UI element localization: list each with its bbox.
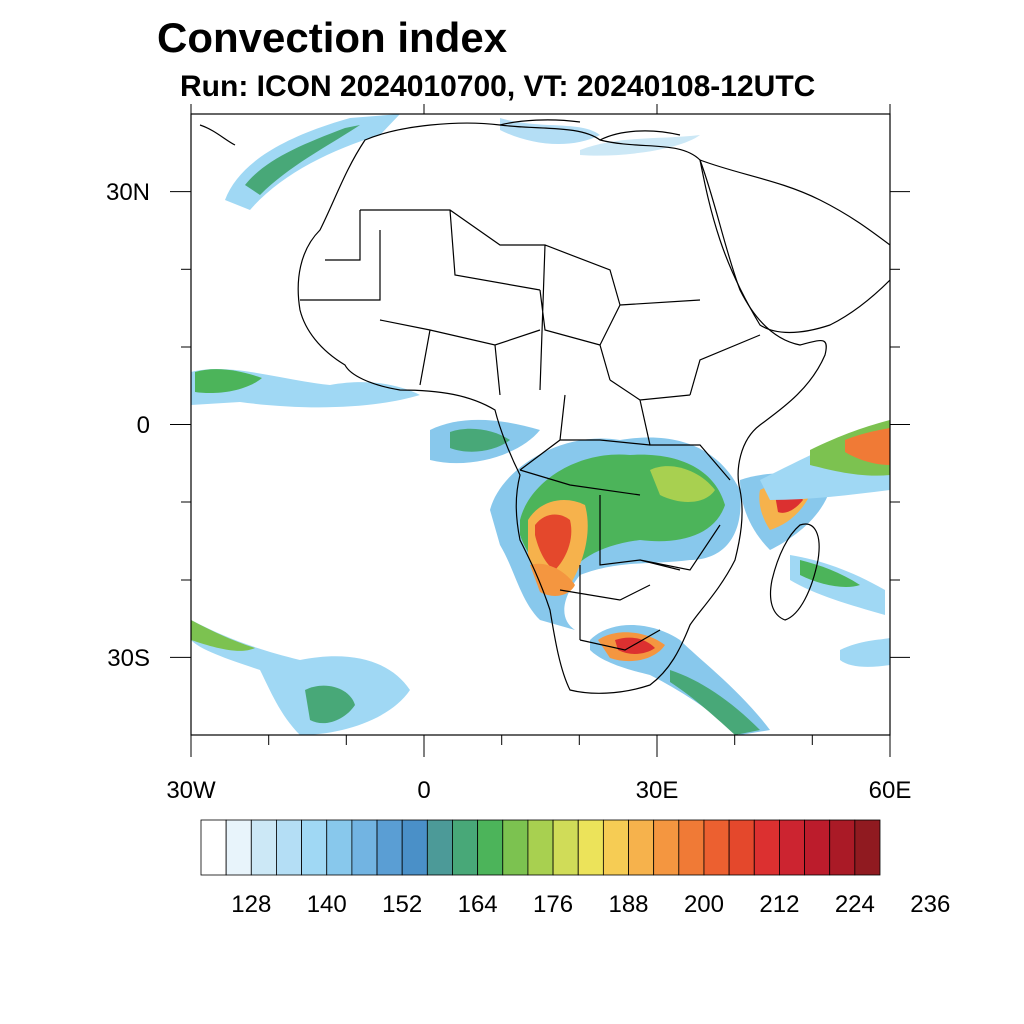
colorbar-swatch xyxy=(200,819,227,876)
colorbar-swatch xyxy=(326,819,353,876)
colorbar-swatch xyxy=(829,819,856,876)
madagascar-coast xyxy=(769,523,820,621)
map-title: Convection index xyxy=(157,14,508,61)
colorbar-swatch xyxy=(250,819,277,876)
internal-borders xyxy=(300,209,761,651)
coastlines-and-borders xyxy=(199,119,890,694)
colorbar-swatch xyxy=(276,819,302,876)
colorbar-swatch xyxy=(653,819,680,876)
colorbar-tick-label: 140 xyxy=(307,891,347,918)
colorbar-tick-label: 236 xyxy=(910,891,950,918)
convection-peak-angola xyxy=(535,514,572,570)
lon-label-30w: 30W xyxy=(166,777,216,804)
convection-intense-zambia xyxy=(650,466,715,502)
lat-label-30s: 30S xyxy=(107,645,150,672)
convection-core-north-atlantic xyxy=(245,125,360,195)
map-ticks xyxy=(170,104,910,757)
colorbar-swatch xyxy=(477,819,504,876)
colorbar-swatch xyxy=(426,819,453,876)
colorbar-swatch xyxy=(301,819,328,876)
colorbar-swatch xyxy=(401,819,428,876)
map-subtitle: Run: ICON 2024010700, VT: 20240108-12UTC xyxy=(180,70,816,103)
colorbar-swatch xyxy=(628,819,655,876)
arabian-peninsula-coast xyxy=(699,159,890,334)
colorbar-swatch xyxy=(779,819,805,876)
convection-streak-south-atlantic xyxy=(191,620,255,651)
colorbar-swatch xyxy=(728,819,755,876)
colorbar-swatch xyxy=(854,819,881,876)
colorbar-tick-label: 164 xyxy=(458,891,498,918)
convection-area-east-south xyxy=(840,638,890,667)
colorbar-swatch xyxy=(678,819,705,876)
lon-label-30e: 30E xyxy=(636,777,679,804)
convection-area-med xyxy=(500,118,600,145)
convection-core-indian-ocean-south xyxy=(800,560,860,587)
colorbar-swatch xyxy=(452,819,479,876)
colorbar-tick-label: 212 xyxy=(759,891,799,918)
colorbar-tick-label: 128 xyxy=(231,891,271,918)
colorbar-swatch xyxy=(376,819,403,876)
mediterranean-coast xyxy=(199,119,681,146)
lon-label-0: 0 xyxy=(417,777,430,804)
colorbar-swatch xyxy=(577,819,604,876)
colorbar-swatch xyxy=(753,819,780,876)
colorbar-swatch xyxy=(225,819,252,876)
colorbar-swatch xyxy=(527,819,554,876)
colorbar-tick-label: 152 xyxy=(382,891,422,918)
colorbar-swatch xyxy=(703,819,730,876)
colorbar-swatch xyxy=(602,819,629,876)
colorbar-swatch xyxy=(552,819,579,876)
convection-streak-south-east xyxy=(670,670,760,735)
colorbar-tick-label: 188 xyxy=(608,891,648,918)
lat-label-0: 0 xyxy=(137,412,150,439)
colorbar-tick-label: 200 xyxy=(684,891,724,918)
convection-peak-indian-ocean-north xyxy=(845,428,890,465)
convection-core-south-atlantic xyxy=(305,685,355,724)
colorbar-swatch xyxy=(351,819,378,876)
colorbar: 128 140 152 164 176 188 200 212 224 236 xyxy=(200,819,950,918)
convection-field xyxy=(191,114,890,735)
map-frame xyxy=(190,113,891,736)
colorbar-swatch xyxy=(502,819,529,876)
convection-area-north-atlantic xyxy=(225,114,400,210)
colorbar-tick-label: 224 xyxy=(835,891,875,918)
lon-label-60e: 60E xyxy=(869,777,912,804)
colorbar-tick-label: 176 xyxy=(533,891,573,918)
convection-core-gulf-of-guinea xyxy=(450,428,510,452)
convection-core-equatorial-atlantic xyxy=(195,369,262,394)
lat-label-30n: 30N xyxy=(106,179,150,206)
colorbar-swatch xyxy=(804,819,831,876)
